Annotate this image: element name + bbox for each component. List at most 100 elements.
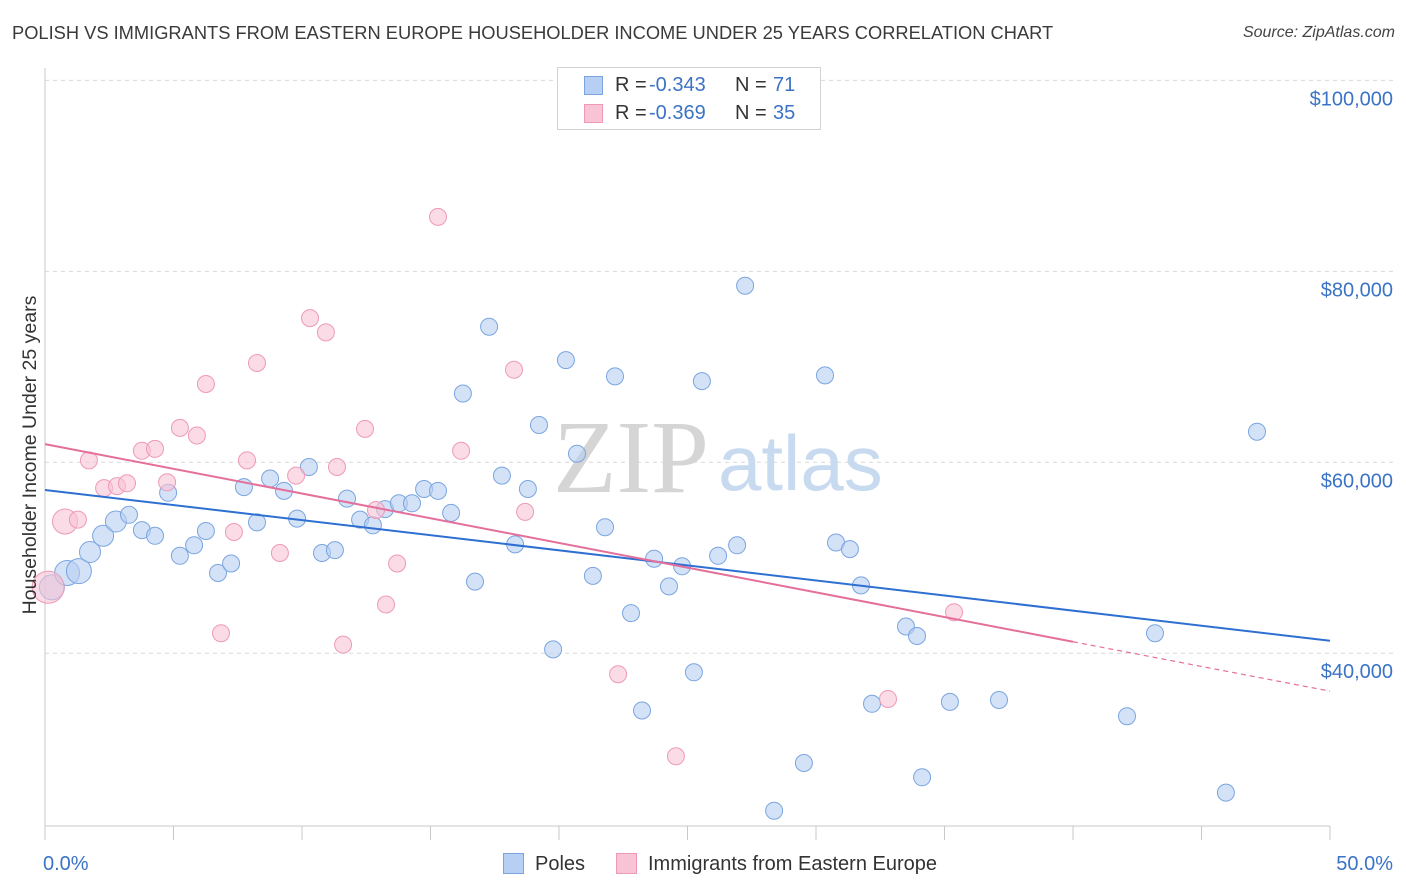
poles-point bbox=[645, 549, 664, 568]
n-value: 35 bbox=[773, 102, 796, 124]
poles-point bbox=[840, 540, 859, 559]
y-tick-label: $100,000 bbox=[1310, 88, 1393, 110]
eastern-europe-point bbox=[388, 554, 407, 573]
eastern-europe-point bbox=[516, 502, 535, 521]
eastern-europe-point bbox=[238, 451, 256, 470]
poles-point bbox=[684, 663, 703, 682]
eastern-europe-point bbox=[248, 354, 266, 372]
poles-swatch bbox=[584, 76, 603, 95]
eastern-europe-point bbox=[945, 603, 963, 622]
poles-point bbox=[736, 276, 755, 295]
eastern-europe-point bbox=[316, 323, 335, 342]
poles-point bbox=[79, 541, 101, 563]
poles-point bbox=[913, 768, 932, 787]
watermark-atlas: atlas bbox=[718, 419, 883, 507]
y-tick-labels: $40,000 $60,000 $80,000 $100,000 bbox=[1310, 88, 1393, 683]
poles-point bbox=[863, 694, 881, 713]
eastern-europe-trend-line bbox=[44, 443, 1074, 643]
eastern-europe-point bbox=[158, 473, 177, 492]
r-label: R = bbox=[615, 74, 647, 96]
eastern-europe-point bbox=[328, 458, 346, 476]
y-tick-label: $80,000 bbox=[1321, 279, 1393, 301]
poles-point bbox=[622, 604, 640, 623]
poles-point bbox=[692, 372, 711, 391]
poles-point bbox=[363, 516, 382, 535]
n-label: N = bbox=[735, 102, 767, 124]
poles-point bbox=[185, 536, 204, 555]
watermark: ZIP atlas bbox=[553, 400, 883, 515]
eastern-europe-point bbox=[212, 624, 230, 643]
x-tick-labels: 0.0% 50.0% bbox=[43, 853, 1393, 875]
poles-point bbox=[596, 518, 614, 537]
poles-point bbox=[518, 480, 537, 498]
stats-legend: R = -0.343 N = 71 R = -0.369 N = 35 bbox=[557, 67, 821, 130]
stats-row-eastern-europe: R = -0.369 N = 35 bbox=[558, 100, 820, 126]
r-value: -0.369 bbox=[649, 102, 706, 124]
eastern-europe-point bbox=[68, 510, 87, 529]
poles-point bbox=[209, 564, 227, 582]
poles-point bbox=[338, 489, 356, 508]
poles-point bbox=[1146, 624, 1164, 643]
poles-point bbox=[816, 366, 834, 385]
poles-point bbox=[568, 444, 586, 463]
poles-series bbox=[38, 276, 1266, 820]
poles-point bbox=[442, 503, 461, 522]
poles-point bbox=[990, 691, 1008, 709]
x-tick-marks bbox=[44, 826, 1331, 840]
poles-point bbox=[940, 692, 959, 711]
poles-point bbox=[120, 505, 138, 524]
poles-point bbox=[633, 701, 651, 720]
eastern-europe-point bbox=[377, 595, 395, 614]
n-label: N = bbox=[735, 74, 767, 96]
eastern-europe-point bbox=[301, 309, 319, 328]
r-label: R = bbox=[615, 102, 647, 124]
eastern-europe-swatch bbox=[584, 104, 603, 123]
eastern-europe-series bbox=[31, 207, 963, 766]
eastern-europe-point bbox=[146, 439, 164, 458]
eastern-europe-point bbox=[879, 690, 897, 708]
eastern-europe-trend-extension bbox=[1072, 641, 1331, 692]
poles-point bbox=[261, 469, 280, 488]
poles-point bbox=[530, 416, 548, 434]
poles-point bbox=[1216, 783, 1235, 802]
poles-point bbox=[765, 801, 784, 820]
eastern-europe-point bbox=[196, 375, 215, 393]
r-value: -0.343 bbox=[649, 74, 706, 96]
poles-point bbox=[325, 541, 344, 560]
poles-point bbox=[660, 577, 678, 596]
x-tick-label-start: 0.0% bbox=[43, 853, 89, 875]
poles-point bbox=[556, 351, 575, 370]
eastern-europe-point bbox=[609, 665, 628, 684]
axes bbox=[44, 68, 1331, 840]
trend-lines bbox=[44, 443, 1331, 692]
poles-point bbox=[429, 481, 447, 500]
legend-swatch-eastern-europe bbox=[616, 853, 637, 874]
poles-trend-line bbox=[44, 488, 1331, 642]
poles-point bbox=[583, 566, 602, 585]
poles-point bbox=[1118, 707, 1136, 726]
eastern-europe-point bbox=[429, 207, 447, 226]
eastern-europe-point bbox=[224, 523, 243, 541]
eastern-europe-point bbox=[356, 419, 374, 438]
poles-point bbox=[222, 554, 241, 573]
source-credit: Source: ZipAtlas.com bbox=[1242, 24, 1395, 41]
poles-point bbox=[92, 524, 115, 547]
eastern-europe-point bbox=[287, 466, 306, 485]
eastern-europe-point bbox=[270, 544, 289, 562]
eastern-europe-point bbox=[505, 360, 523, 379]
poles-point bbox=[196, 522, 215, 540]
legend-label-eastern-europe: Immigrants from Eastern Europe bbox=[648, 853, 937, 875]
poles-point bbox=[466, 572, 484, 591]
eastern-europe-point bbox=[118, 474, 136, 493]
poles-point bbox=[709, 546, 728, 565]
y-tick-label: $60,000 bbox=[1321, 470, 1393, 492]
x-tick-label-end: 50.0% bbox=[1336, 853, 1393, 875]
poles-point bbox=[170, 546, 189, 565]
poles-point bbox=[1248, 422, 1266, 441]
eastern-europe-point bbox=[367, 501, 385, 519]
poles-point bbox=[403, 494, 421, 513]
eastern-europe-point bbox=[170, 418, 189, 437]
poles-point bbox=[453, 384, 472, 403]
poles-point bbox=[728, 536, 747, 555]
